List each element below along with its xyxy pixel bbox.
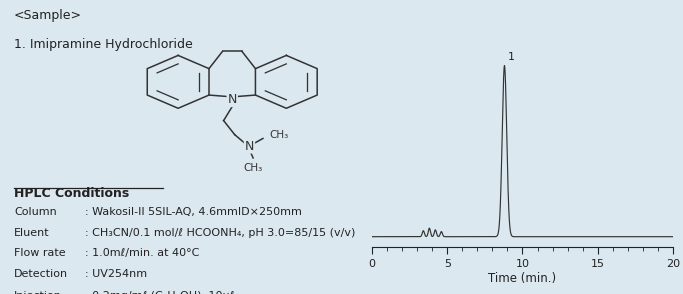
Text: : 1.0mℓ/min. at 40°C: : 1.0mℓ/min. at 40°C bbox=[85, 248, 199, 258]
X-axis label: Time (min.): Time (min.) bbox=[488, 272, 557, 285]
Text: : 0.2mg/mℓ (C₂H₅OH), 10μℓ: : 0.2mg/mℓ (C₂H₅OH), 10μℓ bbox=[85, 291, 234, 294]
Text: CH₃: CH₃ bbox=[269, 130, 288, 140]
Text: CH₃: CH₃ bbox=[244, 163, 263, 173]
Text: Injection: Injection bbox=[14, 291, 61, 294]
Text: N: N bbox=[245, 140, 254, 153]
Text: Detection: Detection bbox=[14, 269, 68, 279]
Text: : CH₃CN/0.1 mol/ℓ HCOONH₄, pH 3.0=85/15 (v/v): : CH₃CN/0.1 mol/ℓ HCOONH₄, pH 3.0=85/15 … bbox=[85, 228, 355, 238]
Text: <Sample>: <Sample> bbox=[14, 9, 82, 22]
Text: 1. Imipramine Hydrochloride: 1. Imipramine Hydrochloride bbox=[14, 38, 193, 51]
Text: 1: 1 bbox=[507, 52, 514, 62]
Text: N: N bbox=[227, 93, 237, 106]
Text: HPLC Conditions: HPLC Conditions bbox=[14, 187, 129, 200]
Text: : Wakosil-II 5SIL-AQ, 4.6mmID×250mm: : Wakosil-II 5SIL-AQ, 4.6mmID×250mm bbox=[85, 207, 302, 217]
Text: Flow rate: Flow rate bbox=[14, 248, 66, 258]
Text: : UV254nm: : UV254nm bbox=[85, 269, 147, 279]
Text: Column: Column bbox=[14, 207, 57, 217]
Text: Eluent: Eluent bbox=[14, 228, 50, 238]
